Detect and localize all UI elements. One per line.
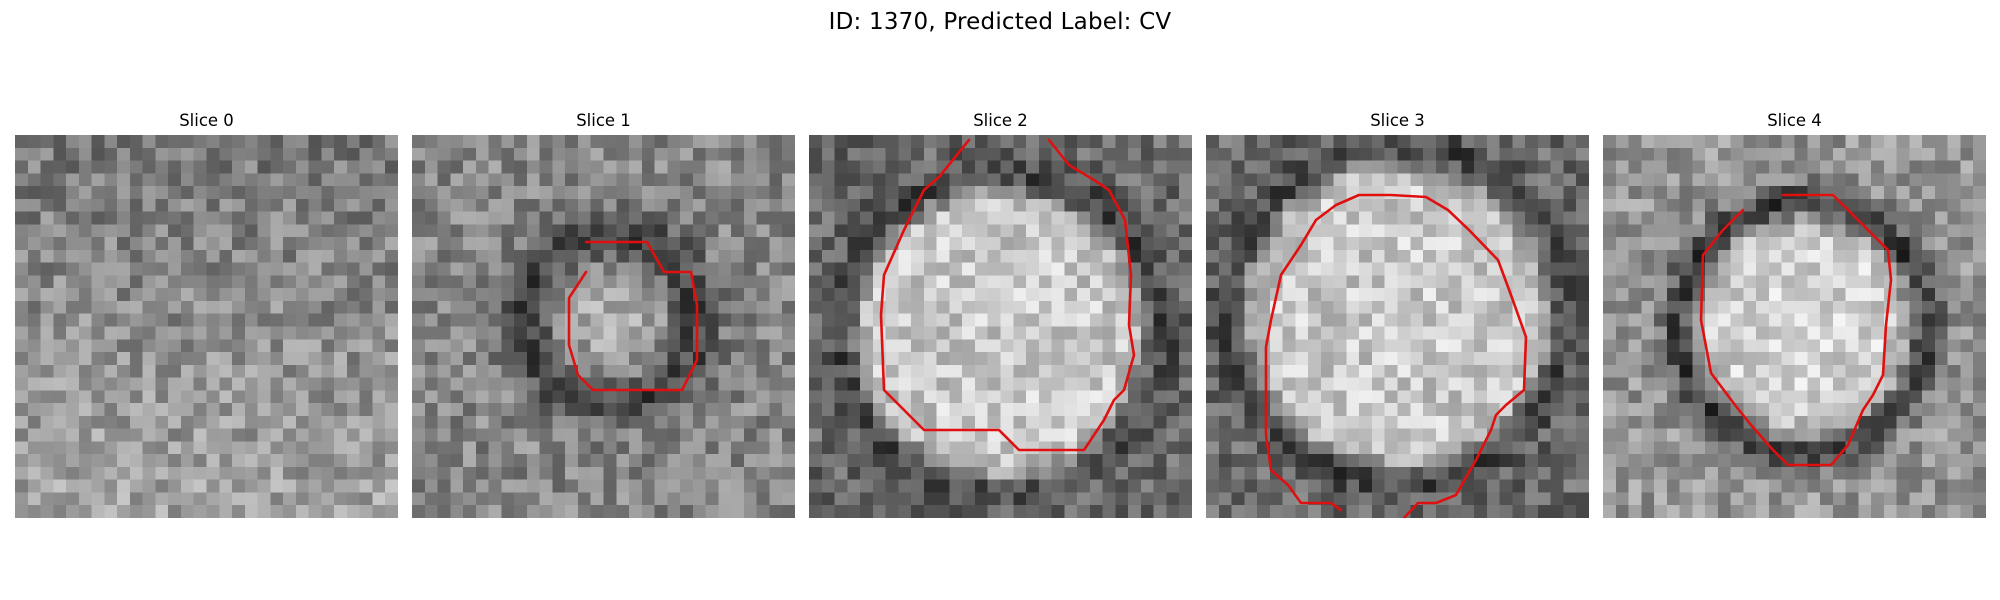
slice-image — [15, 135, 398, 518]
slice-image — [412, 135, 795, 518]
slice-panel-1: Slice 1 — [412, 110, 795, 518]
slice-title: Slice 2 — [973, 111, 1028, 130]
slice-title: Slice 0 — [179, 111, 234, 130]
segmentation-contour — [1699, 193, 1893, 467]
slice-title: Slice 1 — [576, 111, 631, 130]
slice-title: Slice 3 — [1370, 111, 1425, 130]
slice-panel-2: Slice 2 — [809, 110, 1192, 518]
slice-panel-4: Slice 4 — [1603, 110, 1986, 518]
slice-title: Slice 4 — [1767, 111, 1822, 130]
segmentation-contour — [879, 138, 1136, 452]
slice-image — [1603, 135, 1986, 518]
segmentation-contour — [567, 240, 699, 392]
figure-title: ID: 1370, Predicted Label: CV — [828, 9, 1172, 35]
slice-panel-3: Slice 3 — [1206, 110, 1589, 518]
segmentation-contour — [1264, 193, 1528, 518]
slice-panel-0: Slice 0 — [15, 110, 398, 518]
